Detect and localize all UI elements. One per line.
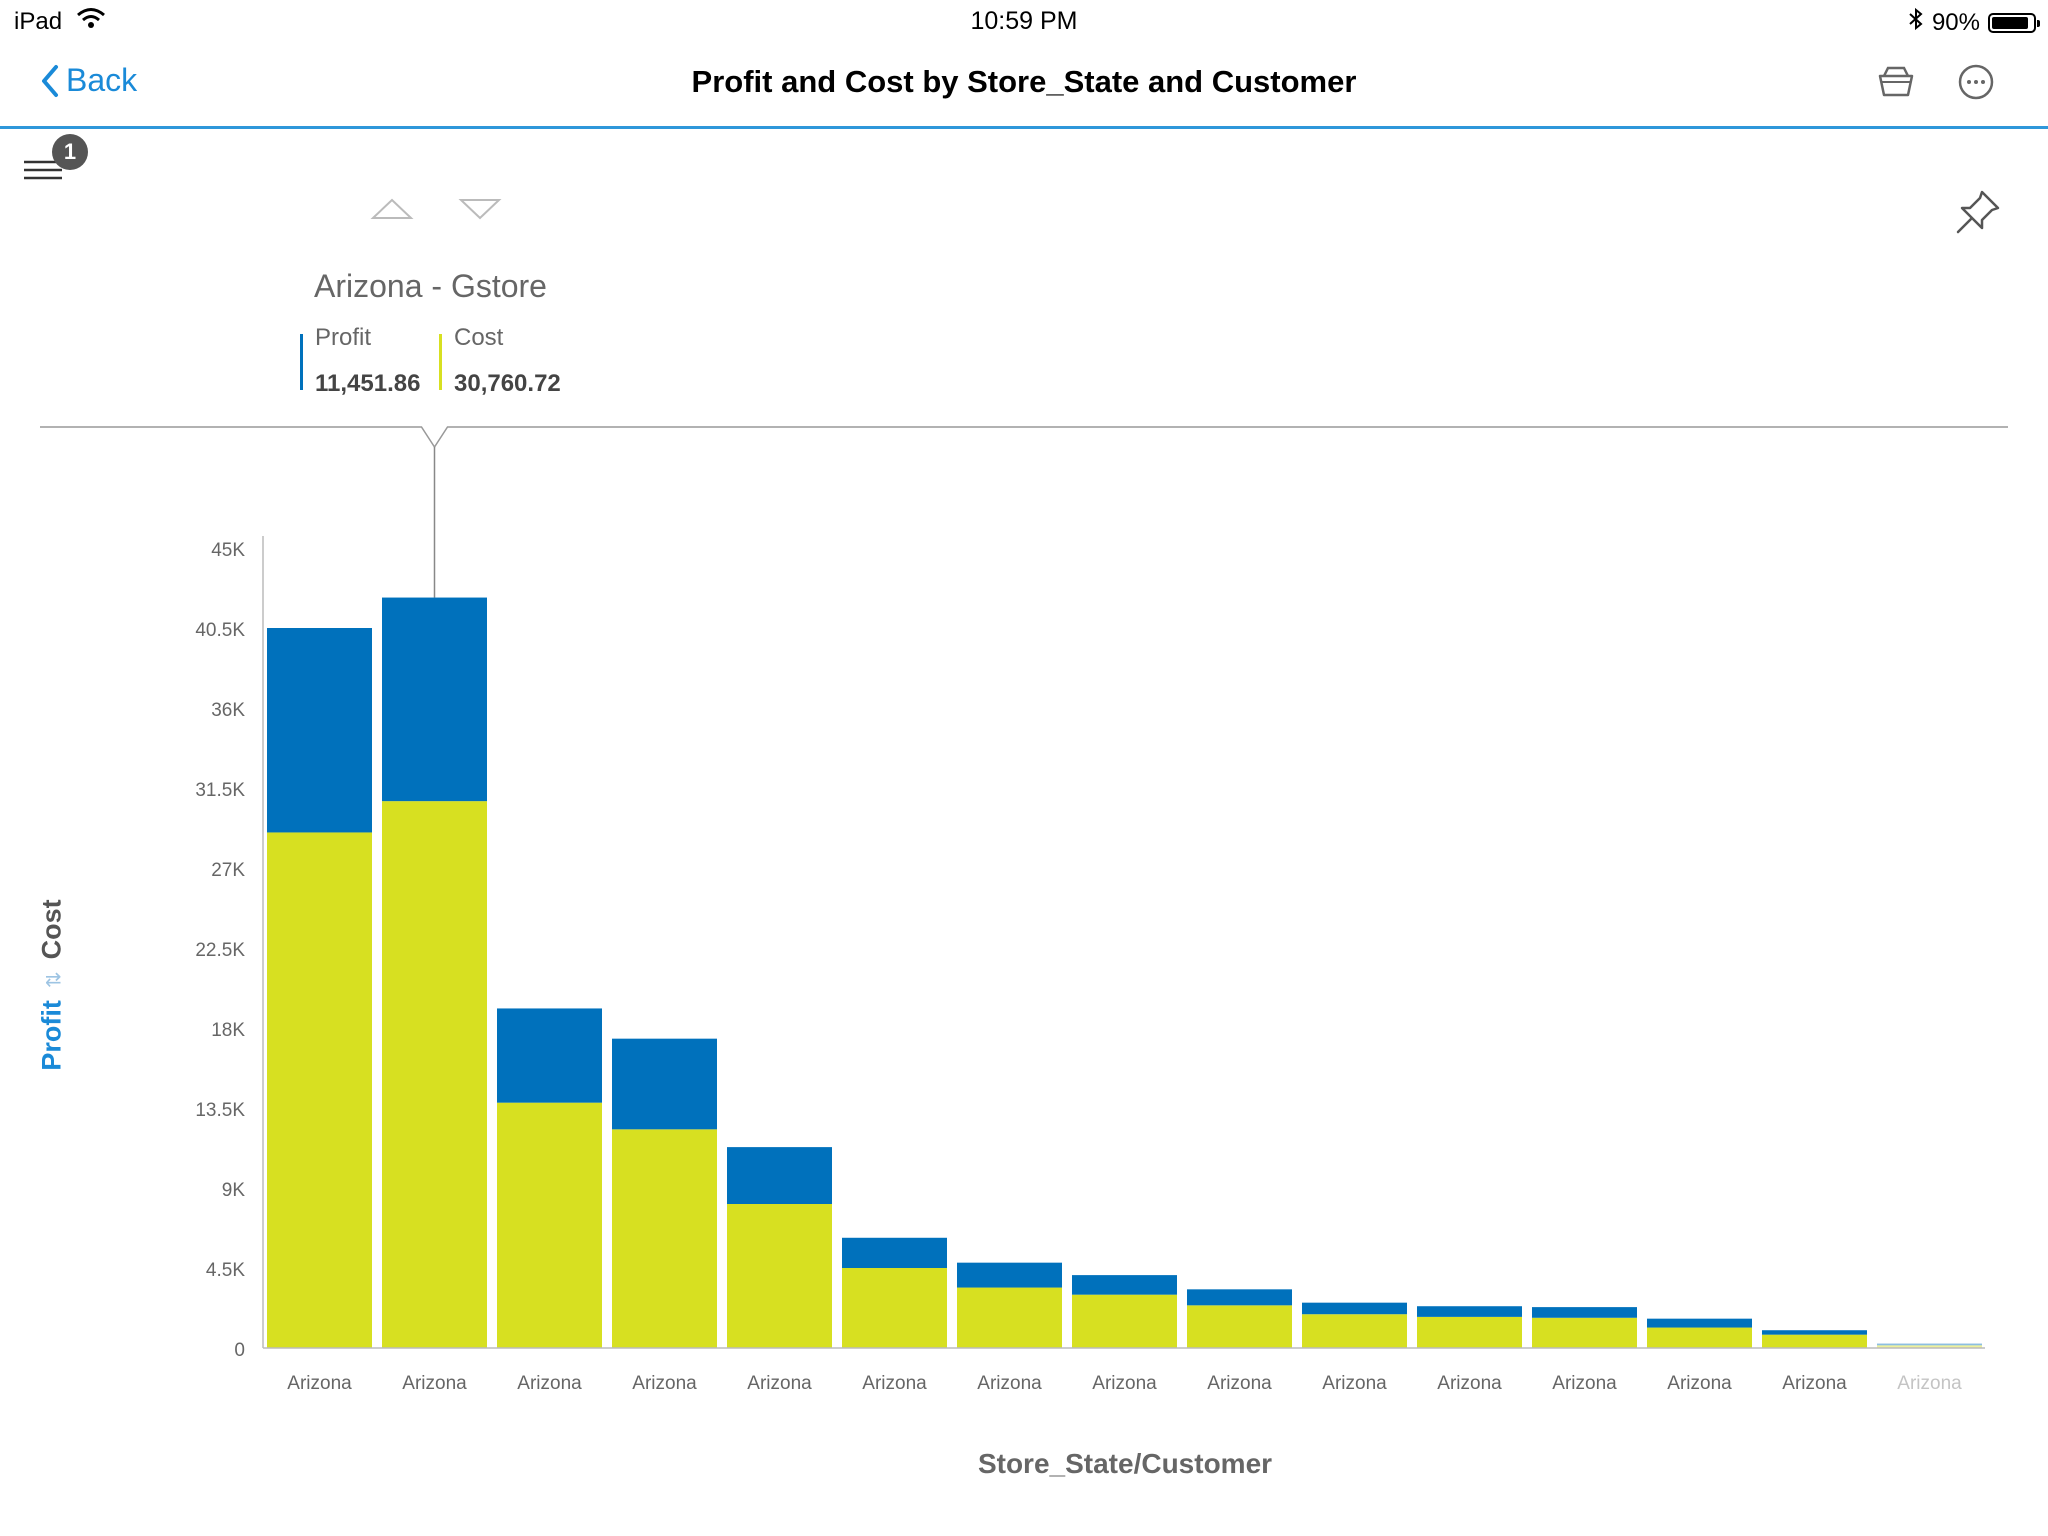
bar-profit [382,597,487,802]
bar-profit [842,1237,947,1268]
bar-profit [957,1262,1062,1288]
bar-cost [1647,1327,1752,1348]
x-axis-title: Store_State/Customer [977,1448,1273,1479]
x-tick-label: Arizona [1667,1373,1732,1394]
bar-cost [1417,1316,1522,1348]
bar-profit [1302,1302,1407,1315]
y-tick-label: 13.5K [195,1100,245,1121]
bar-cost [1532,1317,1637,1348]
device-label: iPad [14,7,63,35]
wifi-icon [76,7,106,36]
x-tick-label: Arizona [1437,1373,1502,1394]
back-button[interactable]: Back [40,62,137,99]
tooltip-profit-value: 11,451.86 [315,370,421,397]
bar-cost [382,801,487,1348]
bar-profit [1417,1306,1522,1317]
x-tick-label: Arizona [287,1373,352,1394]
bar-profit [727,1147,832,1204]
chevron-left-icon [42,64,58,97]
tooltip-divider-line [40,426,2008,449]
bar-cost [497,1102,602,1348]
y-tick-label: 40.5K [195,620,245,641]
more-icon[interactable] [1956,62,1996,102]
battery-icon [1988,12,2040,33]
bar-profit [1187,1289,1292,1306]
page-title: Profit and Cost by Store_State and Custo… [691,64,1357,99]
bar-profit [1072,1275,1177,1295]
filter-count-badge: 1 [52,134,88,170]
bar-cost [1187,1305,1292,1348]
bar-profit [1877,1343,1982,1346]
x-tick-label: Arizona [632,1373,697,1394]
x-tick-label: Arizona [977,1373,1042,1394]
cost-color-marker [439,334,442,390]
bar-cost [1072,1294,1177,1348]
tooltip-profit-label: Profit [315,324,372,351]
bar-cost [842,1268,947,1348]
down-arrow-icon[interactable] [458,196,502,222]
x-tick-label: Arizona [1207,1373,1272,1394]
bar-cost [1302,1314,1407,1348]
tooltip-title: Arizona - Gstore [314,268,547,304]
x-tick-label: Arizona [1897,1373,1962,1394]
x-tick-label: Arizona [402,1373,467,1394]
up-arrow-icon[interactable] [370,196,414,222]
back-label: Back [66,62,138,98]
basket-icon[interactable] [1876,62,1916,102]
status-time: 10:59 PM [970,7,1078,35]
y-axis-label-cost[interactable]: Cost [36,899,67,960]
y-axis-label-profit[interactable]: Profit [36,1000,67,1071]
bar-cost [957,1287,1062,1348]
y-tick-label: 36K [211,700,245,721]
x-tick-label: Arizona [747,1373,812,1394]
bar-cost [1762,1334,1867,1348]
bar-profit [1762,1330,1867,1335]
y-tick-label: 4.5K [206,1260,245,1281]
x-tick-label: Arizona [1322,1373,1387,1394]
y-tick-label: 45K [211,540,245,561]
y-tick-label: 22.5K [195,940,245,961]
bar-cost [727,1204,832,1348]
x-tick-label: Arizona [517,1373,582,1394]
y-tick-label: 0 [234,1340,245,1361]
tooltip-cost-value: 30,760.72 [454,370,561,397]
pin-icon[interactable] [1952,186,2004,238]
bar-profit [267,628,372,833]
bar-profit [612,1038,717,1130]
bar-profit [1647,1318,1752,1328]
x-tick-label: Arizona [862,1373,927,1394]
bar-profit [1532,1307,1637,1318]
y-tick-label: 18K [211,1020,245,1041]
y-tick-label: 27K [211,860,245,881]
y-tick-label: 31.5K [195,780,245,801]
y-tick-label: 9K [222,1180,246,1201]
bar-cost [1877,1345,1982,1348]
x-tick-label: Arizona [1092,1373,1157,1394]
swap-axis-icon[interactable]: ⇅ [43,971,66,989]
profit-color-marker [300,334,303,390]
x-tick-label: Arizona [1782,1373,1847,1394]
bar-cost [267,832,372,1348]
tooltip-cost-label: Cost [454,324,504,351]
status-bar: iPad 10:59 PM 90% [0,0,2048,40]
bar-profit [497,1008,602,1103]
bluetooth-icon [1908,7,1924,38]
navigation-bar: Back Profit and Cost by Store_State and … [0,40,2048,129]
x-tick-label: Arizona [1552,1373,1617,1394]
battery-percent: 90% [1931,8,1980,36]
bar-cost [612,1129,717,1348]
